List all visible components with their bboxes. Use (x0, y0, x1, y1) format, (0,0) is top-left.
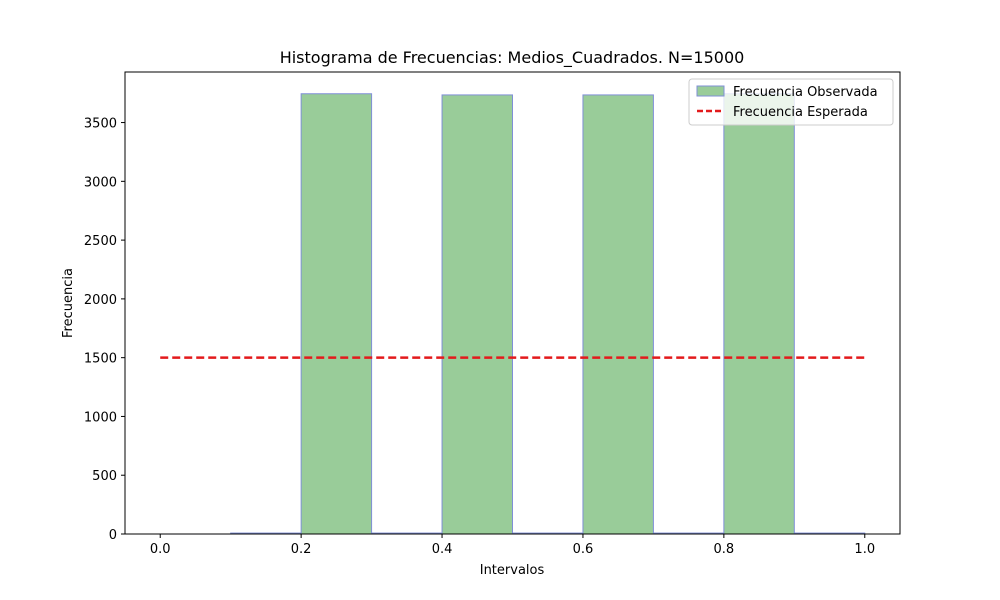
histogram-bar (300, 93, 373, 535)
x-tick-label: 0.6 (573, 542, 594, 557)
y-tick-label: 3000 (84, 175, 117, 190)
y-tick-label: 1000 (84, 410, 117, 425)
chart-title: Histograma de Frecuencias: Medios_Cuadra… (280, 48, 745, 68)
y-tick-label: 2000 (84, 293, 117, 308)
x-tick-label: 0.0 (150, 542, 171, 557)
x-axis: 0.0 0.2 0.4 0.6 0.8 1.0 (150, 534, 875, 557)
y-tick-label: 1500 (84, 352, 117, 367)
histogram-bar (441, 94, 513, 535)
legend: Frecuencia Observada Frecuencia Esperada (688, 78, 894, 126)
legend-label-observed: Frecuencia Observada (733, 85, 878, 100)
x-tick-label: 0.4 (432, 542, 453, 557)
y-tick-label: 2500 (84, 234, 117, 249)
x-tick-label: 0.8 (714, 542, 735, 557)
legend-label-expected: Frecuencia Esperada (733, 105, 868, 120)
histogram-bar (582, 94, 654, 535)
x-tick-label: 0.2 (291, 542, 312, 557)
x-tick-label: 1.0 (854, 542, 875, 557)
y-axis: 0 500 1000 1500 2000 2500 3000 3500 (84, 117, 125, 543)
y-tick-label: 0 (109, 528, 117, 543)
y-axis-label: Frecuencia (61, 268, 76, 338)
histogram-bar (723, 93, 795, 535)
y-tick-label: 500 (92, 469, 117, 484)
y-tick-label: 3500 (84, 117, 117, 132)
bars-layer (159, 93, 866, 535)
legend-box (688, 78, 894, 126)
legend-swatch-observed (696, 85, 725, 97)
x-axis-label: Intervalos (480, 563, 545, 578)
plot-frame (124, 71, 901, 535)
